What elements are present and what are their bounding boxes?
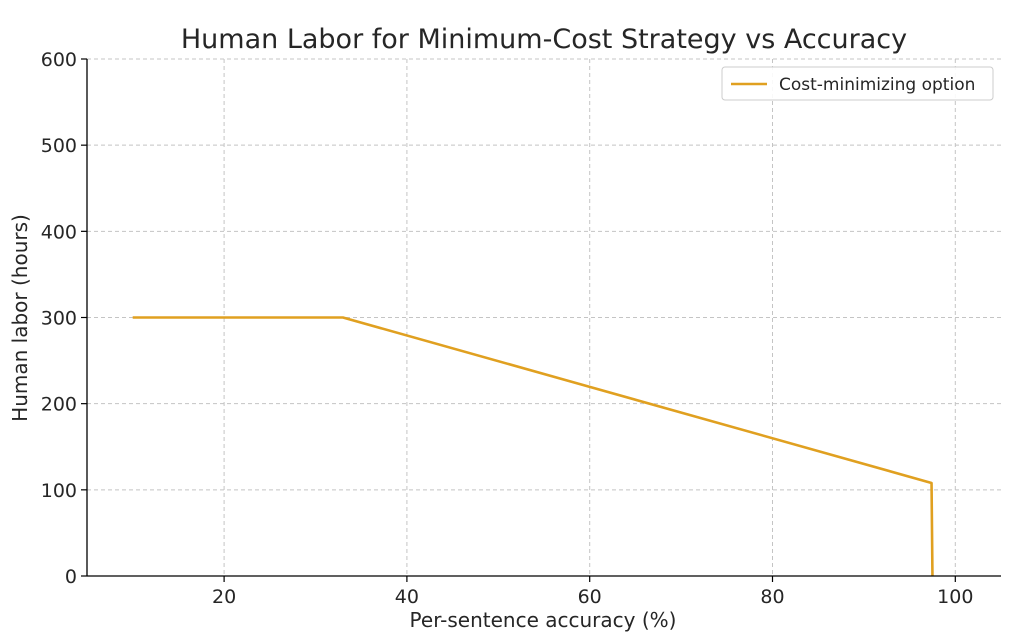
y-tick-label: 100 — [41, 480, 77, 502]
chart-title: Human Labor for Minimum-Cost Strategy vs… — [181, 24, 907, 55]
series-layer — [132, 316, 934, 577]
x-tick-label: 100 — [937, 586, 973, 608]
y-tick-label: 300 — [41, 308, 77, 330]
y-tick-label: 400 — [41, 221, 77, 243]
y-tick-label: 600 — [41, 49, 77, 71]
y-tick-label: 500 — [41, 135, 77, 157]
y-tick-label: 0 — [65, 566, 77, 588]
x-tick-label: 80 — [760, 586, 784, 608]
y-tick-label: 200 — [41, 394, 77, 416]
legend-box — [721, 66, 994, 101]
series-line-0 — [132, 316, 934, 577]
legend: Cost-minimizing option — [721, 66, 994, 101]
x-tick-label: 60 — [578, 586, 602, 608]
axes — [81, 58, 1001, 582]
legend-entry: Cost-minimizing option — [779, 75, 975, 95]
x-axis-label: Per-sentence accuracy (%) — [410, 608, 677, 632]
y-axis-label: Human labor (hours) — [8, 214, 32, 422]
x-tick-label: 20 — [212, 586, 236, 608]
tick-labels: 20 40 60 80 100 0 100 200 300 400 500 600 — [41, 49, 974, 608]
x-tick-label: 40 — [395, 586, 419, 608]
